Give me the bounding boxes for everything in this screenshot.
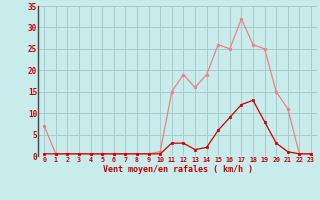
- X-axis label: Vent moyen/en rafales ( km/h ): Vent moyen/en rafales ( km/h ): [103, 165, 252, 174]
